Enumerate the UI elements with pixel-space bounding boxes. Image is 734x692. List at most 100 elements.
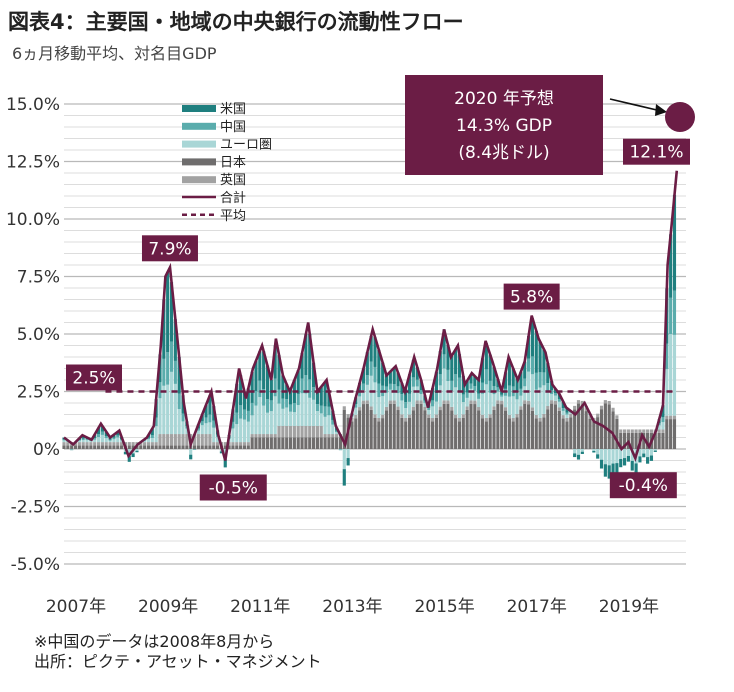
bar-china: [473, 385, 477, 391]
forecast-callout: 2020 年予想 14.3% GDP (8.4兆ドル): [405, 75, 695, 175]
bar-uk: [438, 406, 442, 411]
bar-uk: [523, 400, 527, 404]
bar-uk: [100, 442, 104, 446]
bar-us: [634, 463, 638, 476]
bar-euro: [373, 382, 377, 415]
bar-japan: [350, 421, 354, 449]
legend-label: ユーロ圏: [220, 138, 272, 153]
bar-euro: [561, 410, 565, 416]
bar-japan: [277, 437, 281, 449]
bar-japan: [112, 445, 116, 449]
data-labels: 7.9% -0.5% 5.8% -0.4% 12.1% 2.5%: [66, 138, 690, 501]
bar-china: [565, 412, 569, 415]
bar-china: [373, 366, 377, 383]
bar-japan: [361, 404, 366, 449]
bar-us: [400, 383, 404, 395]
legend-label: 平均: [220, 209, 246, 224]
bar-euro: [427, 409, 431, 415]
bar-china: [208, 414, 212, 423]
bar-us: [100, 426, 104, 432]
bar-japan: [542, 417, 546, 449]
bar-japan: [657, 432, 661, 449]
bar-euro: [649, 449, 654, 456]
bar-us: [346, 458, 350, 466]
bar-uk: [388, 400, 392, 404]
bar-us: [208, 395, 212, 415]
bar-china: [158, 382, 162, 399]
bar-japan: [381, 418, 385, 449]
bar-japan: [73, 445, 78, 449]
x-axis: 2007年 2009年 2011年 2013年 2015年 2017年 2019年: [46, 597, 659, 617]
bar-euro: [358, 396, 362, 408]
bar-euro: [104, 438, 108, 443]
bar-japan: [519, 409, 523, 449]
bar-euro: [619, 449, 623, 460]
bar-china: [285, 399, 289, 408]
bar-japan: [192, 445, 197, 449]
bar-japan: [262, 437, 266, 449]
bar-china: [235, 412, 239, 425]
bar-japan: [146, 445, 151, 449]
bar-uk: [473, 400, 477, 405]
bar-euro: [166, 384, 170, 435]
bar-japan: [511, 421, 515, 449]
bar-euro: [569, 412, 573, 414]
bar-japan: [507, 418, 511, 449]
bar-china: [281, 398, 285, 409]
bar-us: [480, 358, 485, 383]
bar-japan: [438, 410, 442, 449]
bar-uk: [392, 400, 396, 404]
bar-euro: [473, 390, 477, 401]
bar-china: [166, 352, 170, 385]
bar-euro: [246, 421, 250, 443]
bar-euro: [488, 392, 492, 415]
bar-euro: [538, 387, 542, 418]
bar-us: [469, 374, 473, 384]
bar-japan: [300, 437, 304, 449]
bar-uk: [208, 434, 212, 446]
bar-uk: [169, 434, 174, 446]
y-tick-label: 2.5%: [17, 383, 60, 403]
bar-japan: [66, 445, 70, 449]
bar-japan: [457, 421, 462, 449]
bar-uk: [626, 429, 630, 433]
bar-us: [277, 354, 281, 390]
bar-japan: [530, 410, 534, 449]
bar-uk: [319, 426, 323, 438]
bar-euro: [669, 334, 673, 416]
bar-us: [162, 299, 166, 359]
bar-japan: [446, 403, 450, 449]
bar-us: [642, 453, 646, 458]
bar-china: [85, 439, 89, 441]
bar-japan: [269, 437, 273, 449]
bar-uk: [381, 414, 385, 419]
bar-uk: [519, 406, 523, 410]
bar-uk: [185, 434, 189, 446]
bar-japan: [588, 418, 592, 449]
bar-japan: [304, 437, 308, 449]
bar-euro: [396, 393, 400, 407]
bar-japan: [396, 410, 400, 449]
bar-euro: [442, 368, 446, 401]
bar-japan: [369, 409, 373, 449]
bar-china: [480, 382, 485, 394]
bar-china: [672, 290, 677, 335]
bar-japan: [216, 445, 220, 449]
bar-us: [622, 458, 627, 466]
bar-uk: [354, 414, 358, 419]
bar-japan: [185, 445, 189, 449]
bar-euro: [431, 406, 435, 418]
bar-euro: [457, 390, 462, 418]
bar-euro: [511, 396, 515, 418]
bar-japan: [523, 403, 527, 449]
bar-china: [407, 393, 412, 402]
bar-us: [81, 435, 85, 439]
bar-china: [469, 383, 473, 389]
bar-euro: [239, 418, 243, 443]
bar-us: [262, 351, 266, 390]
bar-japan: [411, 410, 415, 449]
bar-japan: [177, 445, 181, 449]
bar-us: [611, 463, 615, 476]
bar-euro: [311, 399, 316, 426]
bar-us: [596, 454, 600, 459]
